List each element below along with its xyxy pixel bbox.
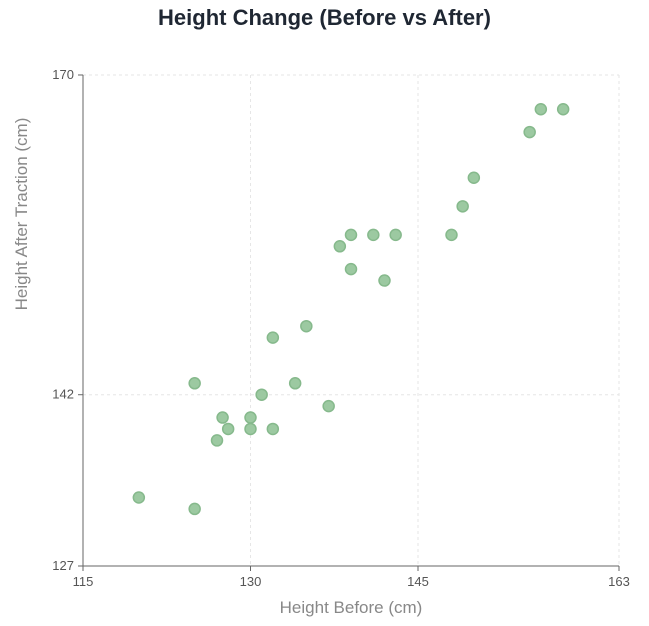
y-ticks: 127 142 170 — [52, 67, 83, 573]
data-point — [244, 411, 257, 424]
data-point — [132, 491, 146, 504]
data-point — [378, 274, 391, 287]
data-point — [216, 411, 229, 424]
x-ticks: 115 130 145 163 — [73, 566, 630, 589]
y-axis-label: Height After Traction (cm) — [12, 118, 31, 311]
data-point — [244, 422, 257, 436]
x-tick-label: 145 — [407, 574, 429, 589]
data-point — [221, 422, 235, 436]
data-point — [300, 319, 313, 333]
data-point — [456, 200, 469, 213]
data-point — [266, 331, 280, 344]
x-tick-label: 115 — [73, 574, 94, 589]
data-point — [344, 228, 358, 242]
data-point — [188, 502, 201, 516]
data-point — [288, 377, 302, 390]
chart-title: Height Change (Before vs After) — [158, 5, 491, 30]
x-tick-label: 130 — [240, 574, 262, 589]
data-point — [322, 399, 335, 413]
x-tick-label: 163 — [608, 574, 630, 589]
data-point — [467, 171, 481, 185]
data-point — [188, 377, 201, 390]
x-axis-label: Height Before (cm) — [280, 598, 423, 617]
y-tick-label: 170 — [52, 67, 74, 82]
data-point — [344, 262, 358, 276]
y-tick-label: 142 — [52, 387, 74, 402]
data-point — [534, 103, 548, 116]
grid-lines — [83, 74, 620, 566]
data-point — [210, 434, 224, 447]
y-tick-label: 127 — [52, 558, 74, 573]
data-point — [556, 103, 570, 116]
data-point — [266, 422, 280, 436]
data-point — [445, 228, 458, 242]
data-point — [333, 240, 347, 253]
data-point — [389, 228, 402, 242]
data-points — [132, 103, 570, 516]
data-point — [523, 125, 536, 139]
axes — [82, 75, 619, 567]
data-point — [255, 388, 268, 401]
data-point — [367, 228, 380, 242]
